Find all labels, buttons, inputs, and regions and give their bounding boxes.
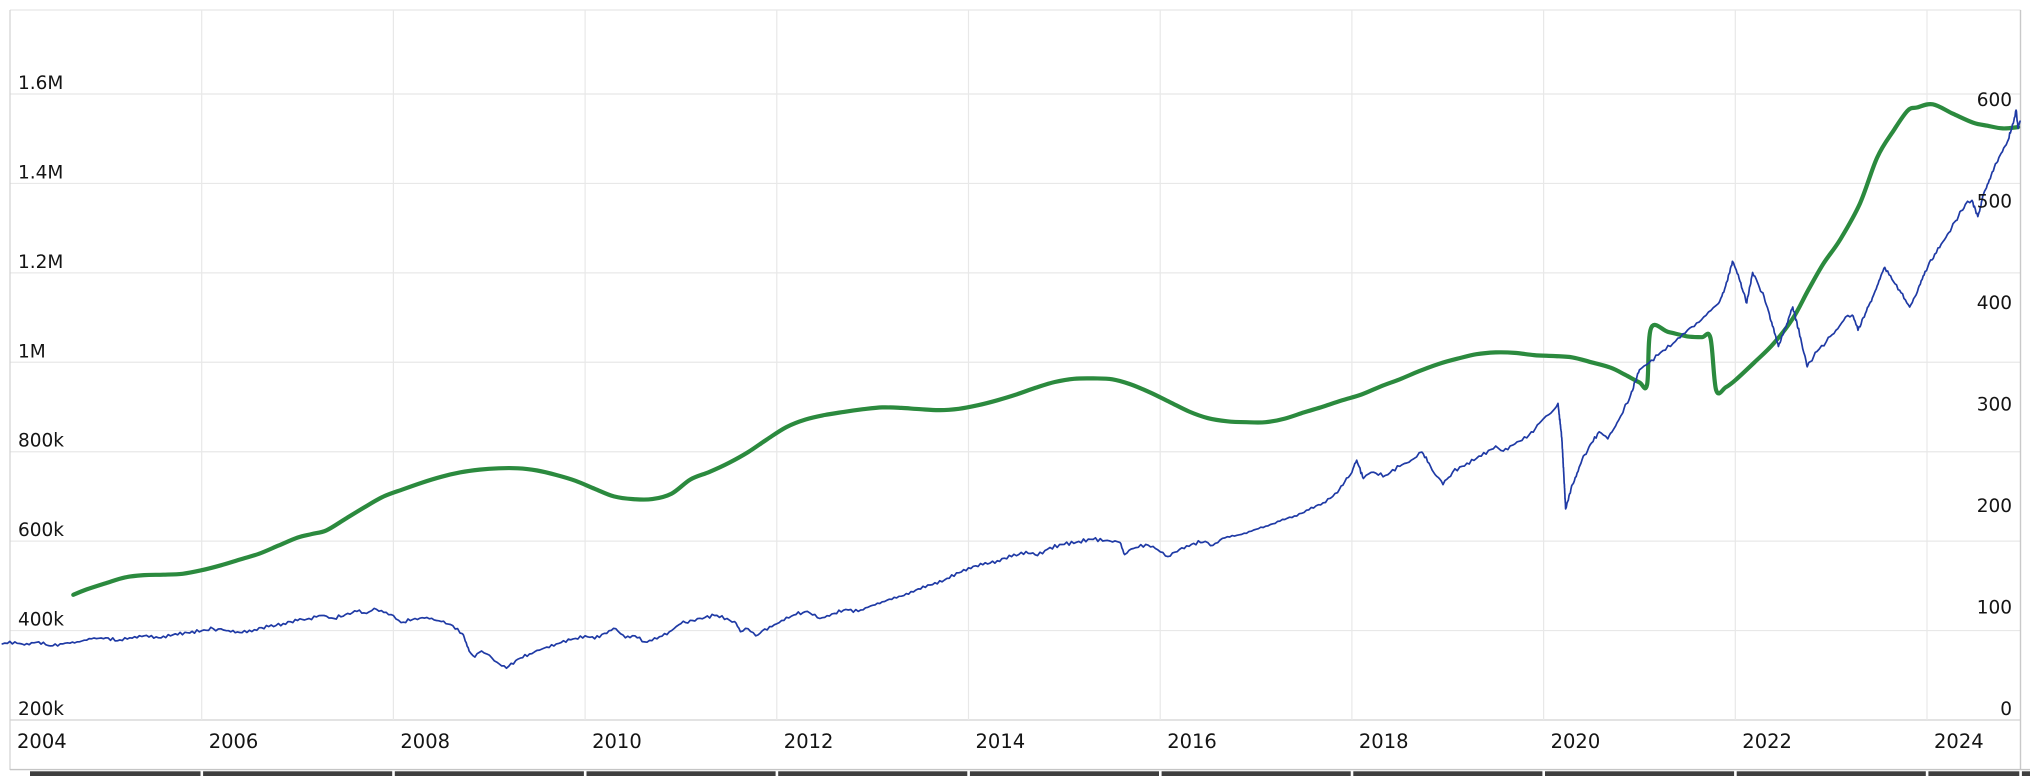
timeline-scrollbar-divider xyxy=(1734,771,1737,776)
y-right-tick-label: 0 xyxy=(2000,699,2012,720)
timeline-scrollbar-divider xyxy=(1925,771,1929,776)
x-axis-year-label: 2008 xyxy=(400,730,450,753)
timeline-scrollbar-divider xyxy=(2019,771,2022,776)
timeline-scrollbar-divider xyxy=(392,771,395,776)
x-axis-year-label: 2010 xyxy=(592,730,642,753)
y-left-tick-label: 1.2M xyxy=(18,252,63,273)
timeline-scrollbar-divider xyxy=(1542,771,1545,776)
x-axis-year-label: 2016 xyxy=(1167,730,1217,753)
x-axis-year-label: 2018 xyxy=(1359,730,1409,753)
timeline-scrollbar-divider xyxy=(200,771,204,776)
y-left-tick-label: 600k xyxy=(18,520,64,541)
x-axis-year-label: 2020 xyxy=(1551,730,1601,753)
timeline-scrollbar-divider xyxy=(583,771,587,776)
x-axis-year-label: 2014 xyxy=(976,730,1026,753)
y-right-tick-label: 100 xyxy=(1977,598,2012,619)
timeline-scrollbar[interactable] xyxy=(30,771,2030,776)
y-left-tick-label: 200k xyxy=(18,699,64,720)
y-left-tick-label: 800k xyxy=(18,431,64,452)
y-right-tick-label: 400 xyxy=(1977,293,2012,314)
x-axis-year-label: 2004 xyxy=(17,730,67,753)
timeline-scrollbar-divider xyxy=(775,771,779,776)
y-right-tick-label: 300 xyxy=(1977,395,2012,416)
x-axis-year-label: 2022 xyxy=(1742,730,1792,753)
series-smooth-green-series xyxy=(71,101,2021,597)
y-right-tick-label: 500 xyxy=(1977,192,2012,213)
x-axis-year-label: 2012 xyxy=(784,730,834,753)
y-left-tick-label: 1.6M xyxy=(18,73,63,94)
y-right-tick-label: 600 xyxy=(1977,90,2012,111)
timeline-scrollbar-divider xyxy=(967,771,970,776)
x-axis-year-label: 2006 xyxy=(209,730,259,753)
series-volatile-blue-series xyxy=(1,109,2021,670)
x-axis-year-label: 2024 xyxy=(1934,730,1984,753)
y-left-tick-label: 1.4M xyxy=(18,162,63,183)
y-right-tick-label: 200 xyxy=(1977,496,2012,517)
timeline-scrollbar-divider xyxy=(1350,771,1354,776)
y-left-tick-label: 400k xyxy=(18,610,64,631)
timeline-scrollbar-divider xyxy=(1159,771,1162,776)
y-left-tick-label: 1M xyxy=(18,341,46,362)
